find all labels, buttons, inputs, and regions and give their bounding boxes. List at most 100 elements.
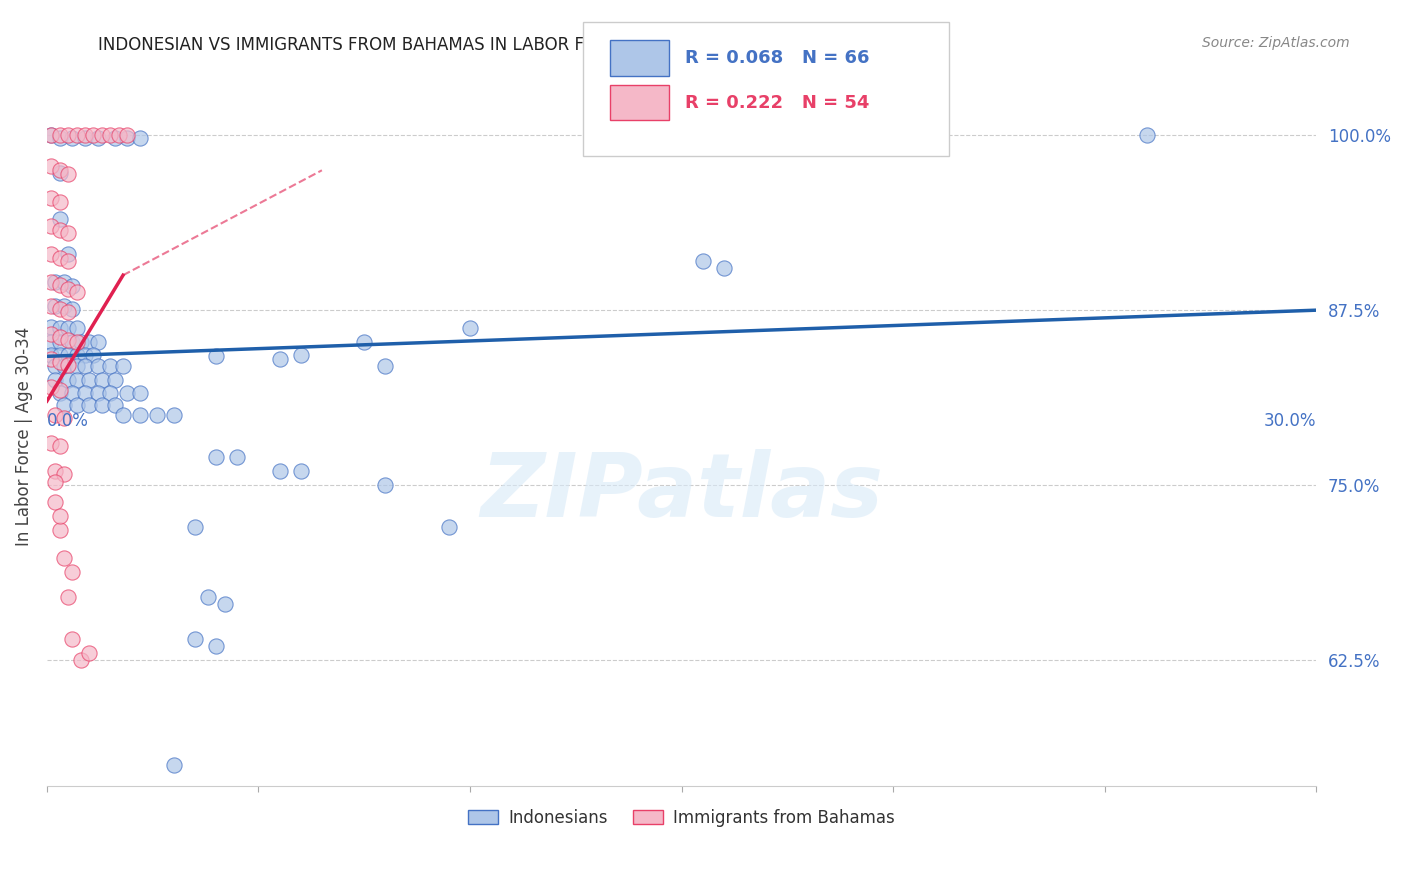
Point xyxy=(48,523,70,537)
Point xyxy=(73,128,96,143)
Point xyxy=(112,408,135,422)
Point xyxy=(73,359,96,373)
Point xyxy=(205,349,228,363)
Point xyxy=(73,385,96,400)
Point xyxy=(129,408,152,422)
Point xyxy=(48,348,70,362)
Point xyxy=(82,128,104,143)
Point xyxy=(117,131,139,145)
Point xyxy=(44,359,66,373)
Point xyxy=(48,335,70,350)
Point xyxy=(48,212,70,227)
Point xyxy=(86,385,108,400)
Point xyxy=(48,131,70,145)
Point xyxy=(65,335,87,350)
Point xyxy=(86,335,108,350)
Text: 30.0%: 30.0% xyxy=(1264,411,1316,430)
Point xyxy=(48,439,70,453)
Point xyxy=(269,352,291,367)
Point xyxy=(48,166,70,180)
Point xyxy=(65,128,87,143)
Point xyxy=(60,385,83,400)
Point xyxy=(39,348,62,362)
Legend: Indonesians, Immigrants from Bahamas: Indonesians, Immigrants from Bahamas xyxy=(461,802,901,833)
Point xyxy=(713,261,735,276)
Point xyxy=(374,478,396,492)
Point xyxy=(117,128,139,143)
Point xyxy=(77,373,100,387)
Point xyxy=(48,128,70,143)
Point xyxy=(48,301,70,316)
Point xyxy=(65,348,87,362)
Point xyxy=(184,632,207,646)
Point xyxy=(52,299,75,313)
Point xyxy=(56,358,79,372)
Point xyxy=(163,408,186,422)
Point xyxy=(353,335,375,350)
Point xyxy=(44,275,66,289)
Point xyxy=(39,247,62,261)
Point xyxy=(56,168,79,182)
Point xyxy=(39,159,62,173)
Point xyxy=(98,128,121,143)
Point xyxy=(39,299,62,313)
Point xyxy=(269,464,291,478)
Point xyxy=(48,252,70,266)
Point xyxy=(77,335,100,350)
Point xyxy=(39,219,62,234)
Point xyxy=(56,590,79,604)
Point xyxy=(39,191,62,205)
Point xyxy=(39,380,62,394)
Point xyxy=(48,385,70,400)
Point xyxy=(44,464,66,478)
Point xyxy=(39,335,62,350)
Point xyxy=(77,398,100,412)
Point xyxy=(44,408,66,422)
Point xyxy=(458,321,481,335)
Point xyxy=(90,398,112,412)
Point xyxy=(163,757,186,772)
Point xyxy=(98,385,121,400)
Text: INDONESIAN VS IMMIGRANTS FROM BAHAMAS IN LABOR FORCE | AGE 30-34 CORRELATION CHA: INDONESIAN VS IMMIGRANTS FROM BAHAMAS IN… xyxy=(98,36,920,54)
Point xyxy=(214,597,236,611)
Point xyxy=(39,128,62,143)
Point xyxy=(108,128,131,143)
Point xyxy=(90,373,112,387)
Point xyxy=(48,330,70,344)
Point xyxy=(129,385,152,400)
Point xyxy=(39,320,62,334)
Point xyxy=(65,359,87,373)
Point xyxy=(56,373,79,387)
Point xyxy=(290,348,312,362)
Point xyxy=(73,131,96,145)
Point xyxy=(437,520,460,534)
Point xyxy=(69,335,91,350)
Point xyxy=(60,632,83,646)
Point xyxy=(103,398,125,412)
Point xyxy=(56,304,79,318)
Point xyxy=(60,131,83,145)
Point xyxy=(48,223,70,237)
Point xyxy=(117,385,139,400)
Point xyxy=(112,359,135,373)
Point xyxy=(48,195,70,210)
Point xyxy=(69,653,91,667)
Point xyxy=(65,285,87,299)
Point xyxy=(86,131,108,145)
Point xyxy=(48,508,70,523)
Point xyxy=(205,450,228,464)
Point xyxy=(48,383,70,397)
Point xyxy=(39,352,62,367)
Point xyxy=(60,279,83,293)
Point xyxy=(184,520,207,534)
Point xyxy=(52,410,75,425)
Point xyxy=(103,131,125,145)
Text: R = 0.068   N = 66: R = 0.068 N = 66 xyxy=(685,49,869,67)
Point xyxy=(56,321,79,335)
Point xyxy=(129,131,152,145)
Point xyxy=(44,299,66,313)
Point xyxy=(56,254,79,268)
Point xyxy=(48,163,70,178)
Point xyxy=(73,348,96,362)
Point xyxy=(52,398,75,412)
